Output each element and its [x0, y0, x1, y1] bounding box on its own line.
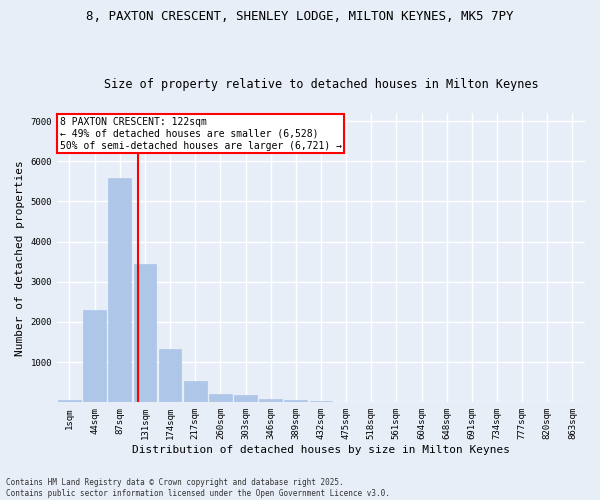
Bar: [310, 401, 332, 402]
Bar: [284, 400, 307, 402]
Bar: [209, 394, 232, 402]
Bar: [83, 310, 106, 402]
Bar: [184, 381, 206, 402]
Bar: [259, 398, 282, 402]
Text: 8 PAXTON CRESCENT: 122sqm
← 49% of detached houses are smaller (6,528)
50% of se: 8 PAXTON CRESCENT: 122sqm ← 49% of detac…: [59, 118, 341, 150]
Y-axis label: Number of detached properties: Number of detached properties: [15, 160, 25, 356]
X-axis label: Distribution of detached houses by size in Milton Keynes: Distribution of detached houses by size …: [132, 445, 510, 455]
Bar: [58, 400, 81, 402]
Bar: [159, 350, 181, 403]
Text: Contains HM Land Registry data © Crown copyright and database right 2025.
Contai: Contains HM Land Registry data © Crown c…: [6, 478, 390, 498]
Bar: [134, 264, 156, 402]
Bar: [109, 178, 131, 402]
Text: 8, PAXTON CRESCENT, SHENLEY LODGE, MILTON KEYNES, MK5 7PY: 8, PAXTON CRESCENT, SHENLEY LODGE, MILTO…: [86, 10, 514, 23]
Title: Size of property relative to detached houses in Milton Keynes: Size of property relative to detached ho…: [104, 78, 538, 91]
Bar: [234, 395, 257, 402]
